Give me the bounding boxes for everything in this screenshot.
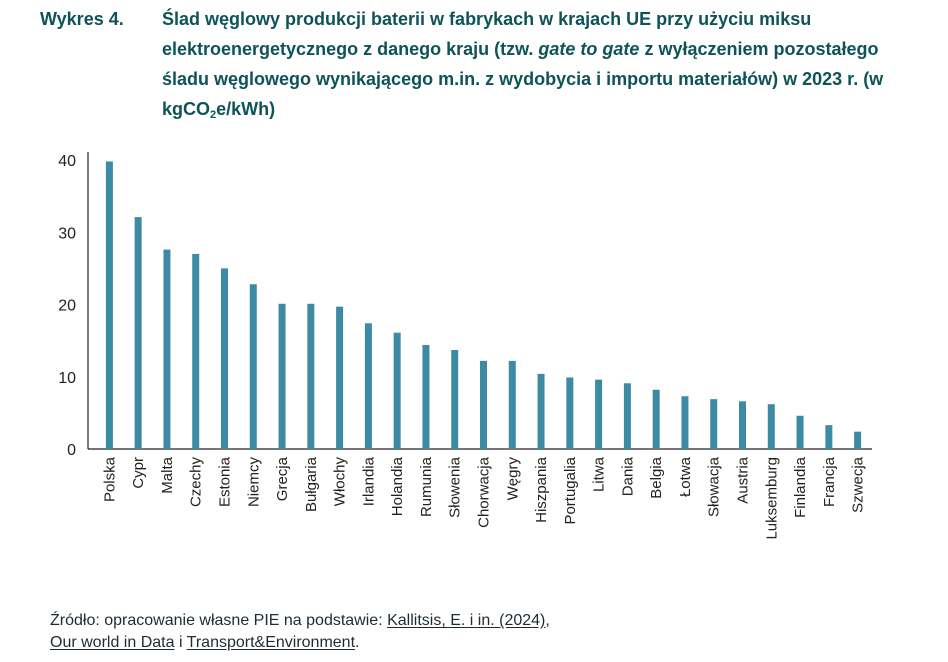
- bar: [796, 415, 804, 449]
- x-tick-label: Słowacja: [706, 456, 723, 517]
- title-part1: Ślad węglowy produkcji baterii w fabryka…: [162, 9, 812, 59]
- x-tick-label: Luksemburg: [763, 457, 780, 540]
- source-note: Źródło: opracowanie własne PIE na podsta…: [50, 610, 930, 654]
- x-tick-label: Czechy: [188, 457, 205, 508]
- bar-chart: 0 10 20 30 40 Polska Cypr Malta Czechy Estonia Nie…: [58, 152, 872, 540]
- y-tick-label: 0: [67, 442, 76, 459]
- bar: [825, 425, 833, 449]
- bar: [508, 360, 516, 449]
- bar: [739, 401, 746, 449]
- x-tick-label: Malta: [159, 456, 176, 493]
- x-tick-label: Hiszpania: [533, 456, 550, 523]
- bar: [623, 383, 631, 449]
- x-tick-label: Francja: [821, 456, 838, 507]
- x-tick-label: Szwecja: [850, 456, 867, 513]
- bar: [134, 217, 142, 449]
- bar: [854, 431, 862, 449]
- x-tick-label: Cypr: [130, 457, 147, 489]
- bar: [451, 350, 459, 449]
- x-tick-label: Holandia: [389, 456, 406, 516]
- bar: [767, 404, 775, 449]
- bar: [278, 303, 286, 449]
- x-tick-label: Niemcy: [245, 457, 262, 508]
- source-link-our-world-in-data[interactable]: Our world in Data: [50, 634, 175, 651]
- bar: [681, 396, 689, 449]
- x-tick-label: Estonia: [217, 456, 234, 507]
- x-tick-label: Rumunia: [418, 456, 435, 517]
- bar: [710, 399, 718, 449]
- title-part2: z wyłączeniem pozostałego śladu węgloweg…: [162, 39, 884, 119]
- x-tick-label: Dania: [619, 456, 636, 496]
- source-link-transport-environment[interactable]: Transport&Environment: [186, 634, 356, 651]
- x-tick-label: Słowenia: [447, 456, 464, 518]
- source-separator-1: ,: [545, 612, 550, 629]
- x-tick-label: Włochy: [332, 457, 349, 507]
- y-tick-label: 40: [58, 153, 76, 170]
- bar: [480, 360, 487, 449]
- x-tick-label: Łotwa: [677, 456, 694, 497]
- bar: [336, 306, 344, 449]
- x-tick-label: Polska: [101, 456, 118, 502]
- title-italic: gate to gate: [538, 39, 640, 59]
- figure-label: Wykres 4.: [40, 9, 124, 29]
- x-tick-label: Litwa: [591, 456, 608, 492]
- x-tick-label: Węgry: [504, 457, 521, 501]
- bar: [105, 161, 113, 449]
- x-tick-label: Portugalia: [562, 456, 579, 524]
- bar: [652, 389, 660, 449]
- x-tick-label: Finlandia: [792, 456, 809, 518]
- bar: [595, 379, 603, 449]
- bar: [192, 253, 200, 449]
- source-suffix: .: [355, 634, 360, 651]
- x-tick-label: Grecja: [274, 456, 291, 501]
- bar: [249, 284, 257, 449]
- y-tick-label: 30: [58, 225, 76, 242]
- figure-title: Ślad węglowy produkcji baterii w fabryka…: [162, 4, 922, 130]
- bar: [163, 249, 171, 449]
- x-tick-label: Chorwacja: [476, 456, 493, 528]
- x-tick-label: Bułgaria: [303, 456, 320, 512]
- title-subscript: 2: [210, 109, 217, 121]
- bar: [566, 377, 574, 449]
- x-tick-label: Belgia: [648, 456, 665, 498]
- bar: [364, 323, 372, 449]
- bar: [537, 373, 545, 449]
- y-tick-label: 10: [58, 370, 76, 387]
- title-part3: e/kWh): [216, 99, 276, 119]
- source-separator-2: i: [174, 634, 187, 651]
- source-link-kallitsis[interactable]: Kallitsis, E. i in. (2024): [387, 612, 546, 629]
- x-tick-label: Irlandia: [360, 456, 377, 506]
- bar: [422, 344, 430, 449]
- x-tick-label: Austria: [735, 456, 752, 503]
- bar: [221, 268, 228, 449]
- bar: [307, 303, 315, 449]
- bar: [393, 332, 401, 449]
- source-prefix: Źródło: opracowanie własne PIE na podsta…: [50, 612, 388, 629]
- y-tick-label: 20: [58, 298, 76, 315]
